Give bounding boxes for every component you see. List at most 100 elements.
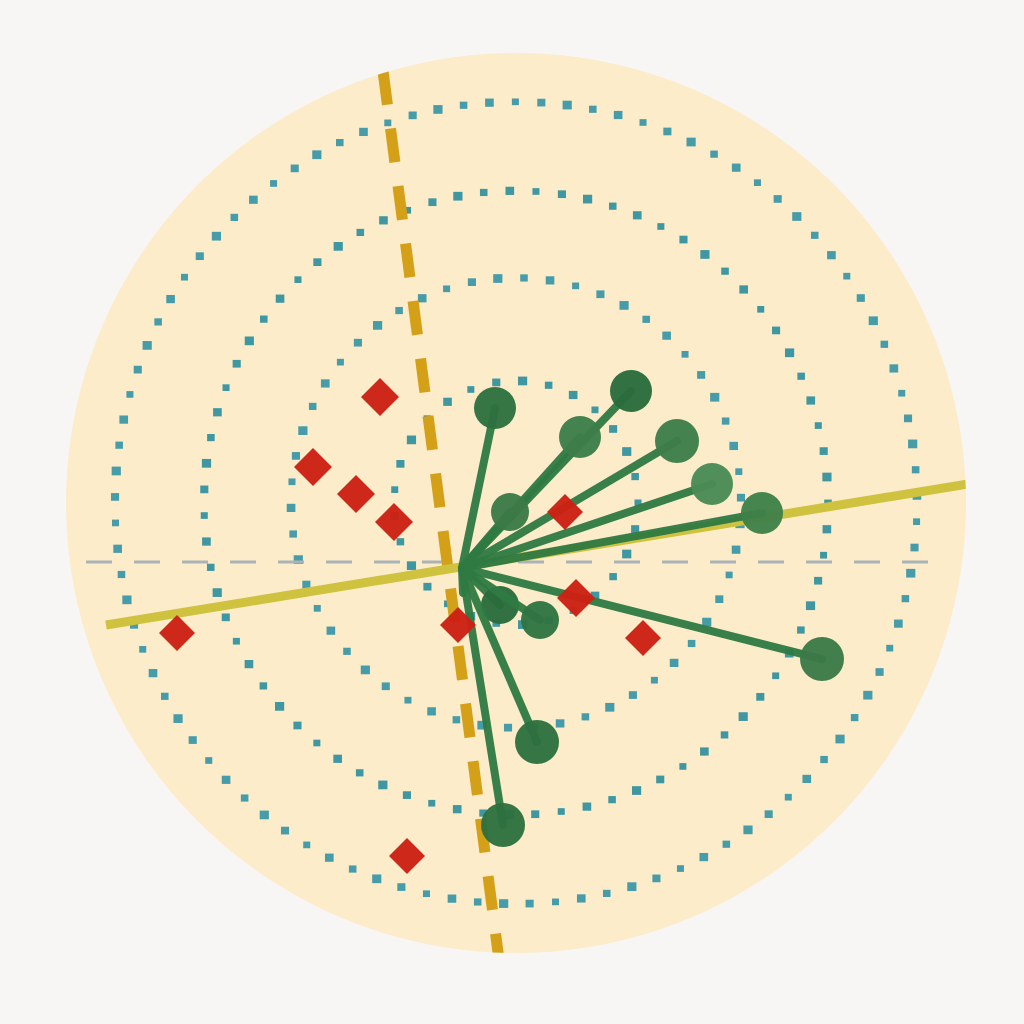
polar-ring-1 <box>390 376 642 629</box>
grid-dot <box>161 692 169 700</box>
grid-dot <box>772 672 780 680</box>
grid-dot <box>286 503 296 512</box>
grid-dot <box>180 273 189 281</box>
grid-dot <box>195 252 204 261</box>
vector-stem <box>458 509 766 572</box>
grid-dot <box>379 216 388 225</box>
grid-dot <box>518 376 528 386</box>
grid-dot <box>293 721 302 730</box>
grid-dot <box>428 799 436 807</box>
grid-dot <box>639 119 647 126</box>
grid-dot <box>676 865 684 872</box>
grid-dot <box>270 180 278 187</box>
grid-dot <box>406 561 417 571</box>
grid-dot <box>650 676 658 684</box>
grid-dot <box>404 206 412 214</box>
grid-dot <box>721 417 730 425</box>
grid-dot <box>531 810 540 819</box>
grid-dot <box>697 371 706 379</box>
vector-head-marker <box>491 493 529 531</box>
grid-dot <box>720 731 729 739</box>
grid-dot <box>835 734 845 744</box>
grid-dot <box>467 278 476 286</box>
grid-dot <box>609 573 617 581</box>
grid-dot <box>756 693 765 701</box>
grid-dot <box>757 305 765 313</box>
grid-dot <box>710 150 718 158</box>
grid-dot <box>532 188 540 195</box>
grid-dot <box>657 223 665 230</box>
grid-dot <box>700 747 709 756</box>
grid-dot <box>142 341 152 350</box>
grid-dot <box>609 425 618 433</box>
grid-dot <box>722 840 731 848</box>
grid-dot <box>336 139 344 147</box>
grid-dot <box>608 202 617 210</box>
grid-dot <box>378 780 388 790</box>
grid-dot <box>822 525 832 534</box>
grid-dot <box>395 306 403 315</box>
grid-dot <box>326 626 336 635</box>
vector-head-marker <box>515 720 559 764</box>
grid-dot <box>656 775 665 784</box>
grid-dot <box>173 714 183 723</box>
grid-dot <box>294 276 302 283</box>
grid-dot <box>320 379 330 388</box>
grid-dot <box>111 519 120 527</box>
grid-dot <box>805 601 816 611</box>
grid-dot <box>520 274 528 282</box>
grid-dot <box>397 883 406 891</box>
diamond-marker-d2 <box>294 448 332 486</box>
grid-dot <box>894 619 903 628</box>
vector-head-marker <box>521 601 559 639</box>
grid-dot <box>343 647 351 655</box>
polar-ring-2 <box>286 274 745 732</box>
grid-dot <box>555 719 565 728</box>
vector-v5 <box>458 463 733 572</box>
grid-dot <box>898 389 906 397</box>
grid-dot <box>631 525 640 533</box>
grid-dot <box>477 720 487 730</box>
grid-dot <box>773 195 782 203</box>
grid-dot <box>557 808 565 815</box>
grid-dot <box>453 191 463 201</box>
grid-dot <box>686 137 696 147</box>
grid-dot <box>459 101 468 109</box>
grid-dot <box>628 691 637 699</box>
grid-dot <box>739 285 748 294</box>
grid-dot <box>583 194 593 204</box>
vector-head-marker <box>474 387 516 429</box>
grid-dot <box>631 472 639 481</box>
vector-v10 <box>458 564 844 681</box>
grid-dot <box>827 251 836 260</box>
grid-dot <box>404 696 412 704</box>
vector-stem <box>458 564 467 597</box>
polar-ring-3 <box>200 186 832 820</box>
vector-stem <box>458 404 499 572</box>
grid-dot <box>822 472 832 482</box>
diamond-marker-group <box>159 378 661 874</box>
polar-ring-4 <box>110 98 922 908</box>
grid-dot <box>910 543 919 552</box>
grid-dot <box>275 702 285 711</box>
grid-dot <box>188 736 197 744</box>
grid-dot <box>381 682 390 691</box>
grid-dot <box>201 458 212 468</box>
vector-head-marker <box>800 637 844 681</box>
grid-dot <box>729 441 739 451</box>
grid-dot <box>634 499 642 507</box>
diamond-marker-d6 <box>557 579 595 617</box>
grid-dot <box>552 898 560 906</box>
grid-dot <box>503 723 513 732</box>
grid-dot <box>492 378 501 387</box>
grid-dot <box>814 576 823 585</box>
diamond-marker-d4 <box>375 503 413 541</box>
grid-dot <box>652 874 661 883</box>
grid-dot <box>205 757 213 764</box>
grid-dot <box>850 714 859 722</box>
grid-dot <box>402 791 411 799</box>
grid-dot <box>443 285 451 293</box>
grid-dot <box>443 397 452 406</box>
grid-dot <box>886 644 894 652</box>
grid-dot <box>122 595 132 605</box>
